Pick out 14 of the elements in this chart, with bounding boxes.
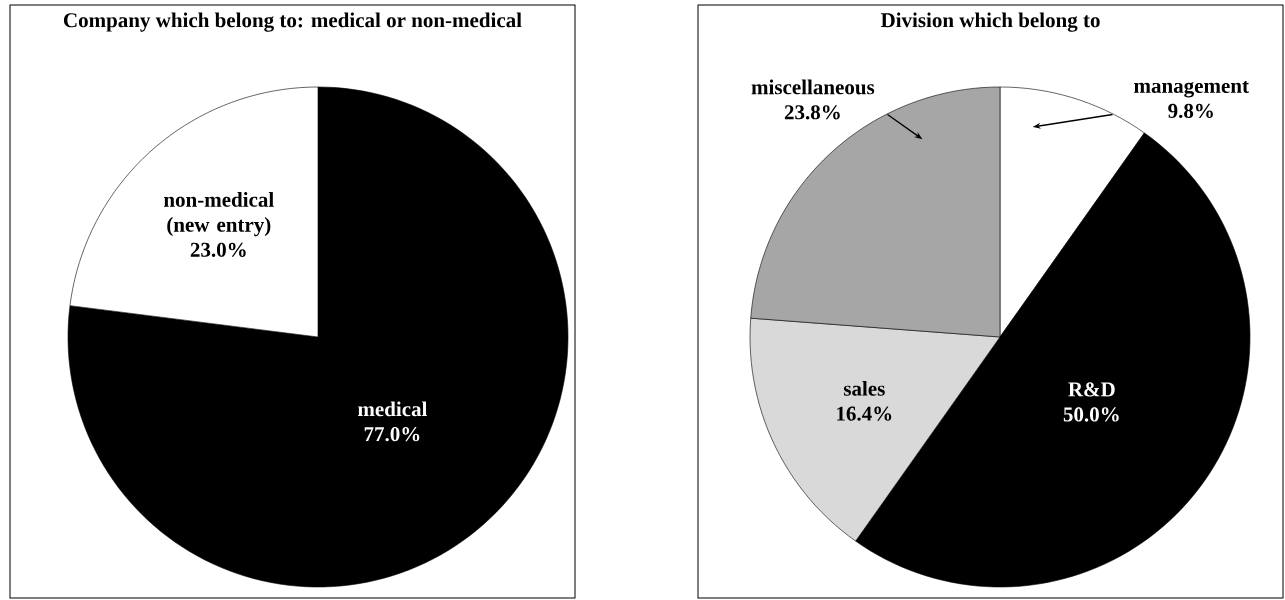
slice-label: miscellaneous <box>751 79 875 95</box>
data-label: 77.0% <box>364 427 420 442</box>
data-label: 9.8% <box>1168 103 1213 119</box>
data-label: 50.0% <box>1063 407 1119 422</box>
chart-title: Company which belong to: medical or non-medical <box>63 12 522 32</box>
chart-title: Division which belong to <box>880 12 1100 32</box>
slice-label: management <box>1134 80 1249 98</box>
slice-label: R&D <box>1068 382 1115 397</box>
data-label: 23.8% <box>784 105 840 120</box>
slice-label: medical <box>357 401 428 417</box>
slice-label: sales <box>843 380 885 396</box>
slice-label: non-medical (new entry) <box>163 192 274 237</box>
data-label: 23.0% <box>190 242 246 257</box>
data-label: 16.4% <box>837 406 892 421</box>
